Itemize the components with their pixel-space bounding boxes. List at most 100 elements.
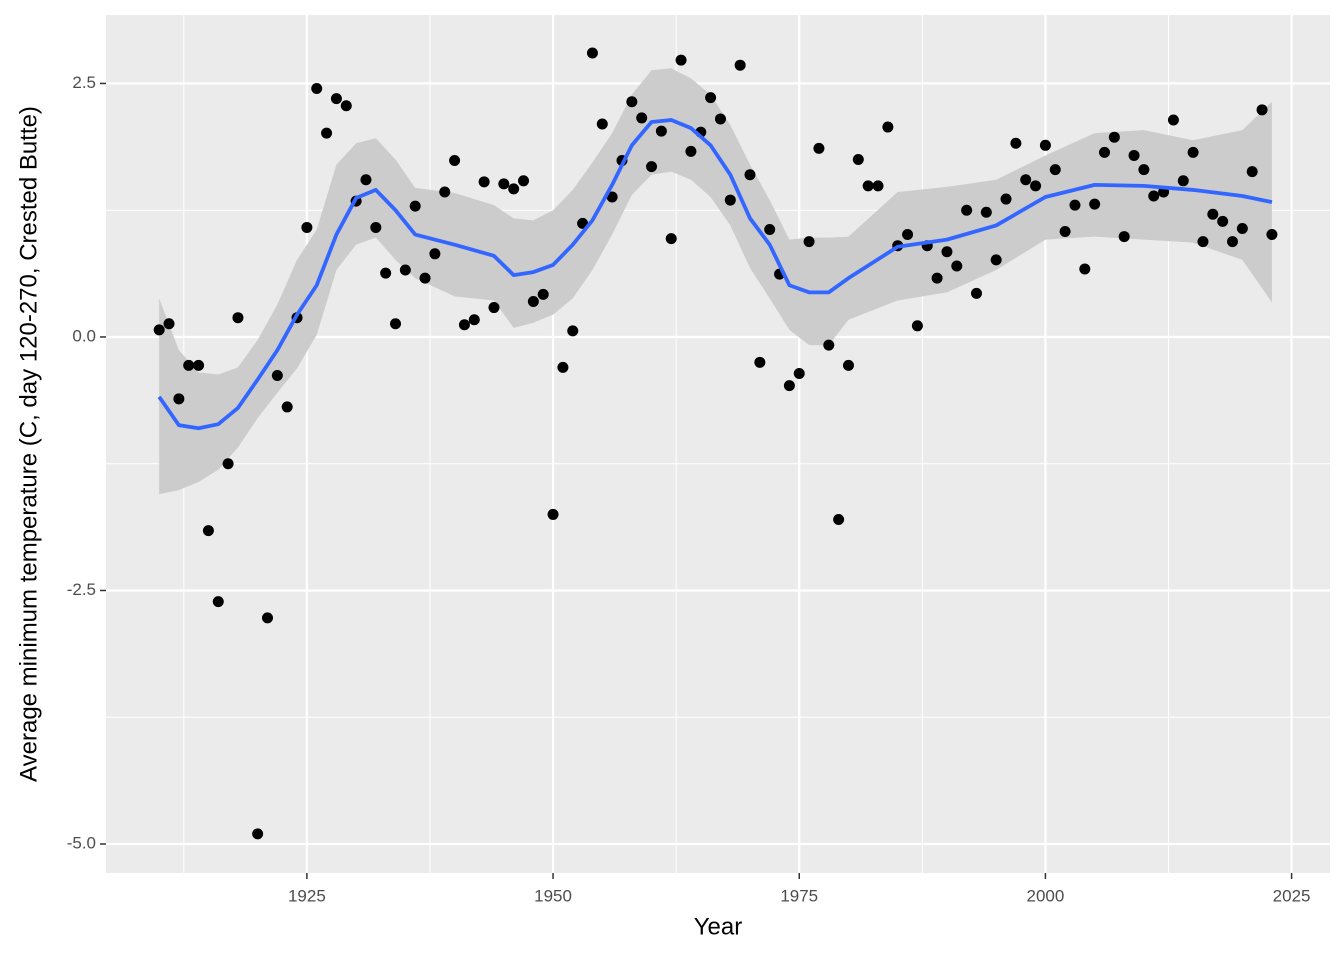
x-axis-title: Year [694,913,743,940]
point [173,393,185,405]
point [911,320,923,332]
point [665,233,677,245]
point [606,191,618,203]
point [360,174,372,186]
point [261,612,273,624]
point [547,508,559,520]
point [961,204,973,216]
point [458,319,470,331]
point [163,318,175,330]
point [508,183,520,195]
point [1148,190,1160,202]
point [557,361,569,373]
point [301,221,313,233]
y-tick-label: -2.5 [67,580,96,599]
point [222,458,234,470]
point [527,295,539,307]
point [370,221,382,233]
point [468,314,480,326]
point [488,302,500,314]
point [330,93,342,105]
point [734,59,746,71]
point [1128,149,1140,161]
y-tick-label: 2.5 [72,73,96,92]
point [1000,193,1012,205]
point [271,369,283,381]
point [1099,146,1111,158]
point [803,236,815,248]
point [202,525,214,537]
point [724,194,736,206]
point [232,312,244,324]
point [872,180,884,192]
point [842,359,854,371]
point [626,96,638,108]
point [744,169,756,181]
point [833,513,845,525]
y-tick-label: -5.0 [67,833,96,852]
point [153,324,165,336]
point [1049,164,1061,176]
point [793,367,805,379]
point [1108,131,1120,143]
point [655,125,667,137]
point [823,339,835,351]
point [537,288,549,300]
x-tick-label: 1925 [288,886,326,905]
point [449,155,461,167]
point [518,175,530,187]
point [852,154,864,166]
point [390,318,402,330]
point [990,254,1002,266]
point [685,145,697,157]
point [498,178,510,190]
point [399,264,411,276]
point [1039,139,1051,151]
point [409,200,421,212]
point [754,356,766,368]
plot-layer [153,47,1278,840]
point [1030,180,1042,192]
point [1227,236,1239,248]
point [380,267,392,279]
point [636,112,648,124]
point [1256,104,1268,116]
x-tick-label: 2000 [1027,886,1065,905]
point [970,287,982,299]
point [1197,236,1209,248]
point [1118,231,1130,243]
point [1266,229,1278,241]
point [321,127,333,139]
point [1187,146,1199,158]
point [980,206,992,218]
point [951,260,963,272]
point [764,223,776,235]
point [646,161,658,173]
x-tick-label: 1950 [534,886,572,905]
point [902,229,914,241]
point [675,54,687,66]
point [439,186,451,198]
point [1010,137,1022,149]
point [340,100,352,112]
point [311,83,323,95]
point [252,828,264,840]
point [183,359,195,371]
point [1207,208,1219,220]
y-tick-label: 0.0 [72,326,96,345]
point [1089,198,1101,210]
x-tick-label: 1975 [780,886,818,905]
point [212,596,224,608]
smooth-line [157,118,1273,431]
x-tick-label: 2025 [1273,886,1311,905]
point [419,272,431,284]
point [1020,174,1032,186]
point [1246,166,1258,178]
point [596,118,608,130]
point [714,113,726,125]
point [1059,226,1071,238]
point [1177,175,1189,187]
point [813,142,825,154]
point [862,180,874,192]
